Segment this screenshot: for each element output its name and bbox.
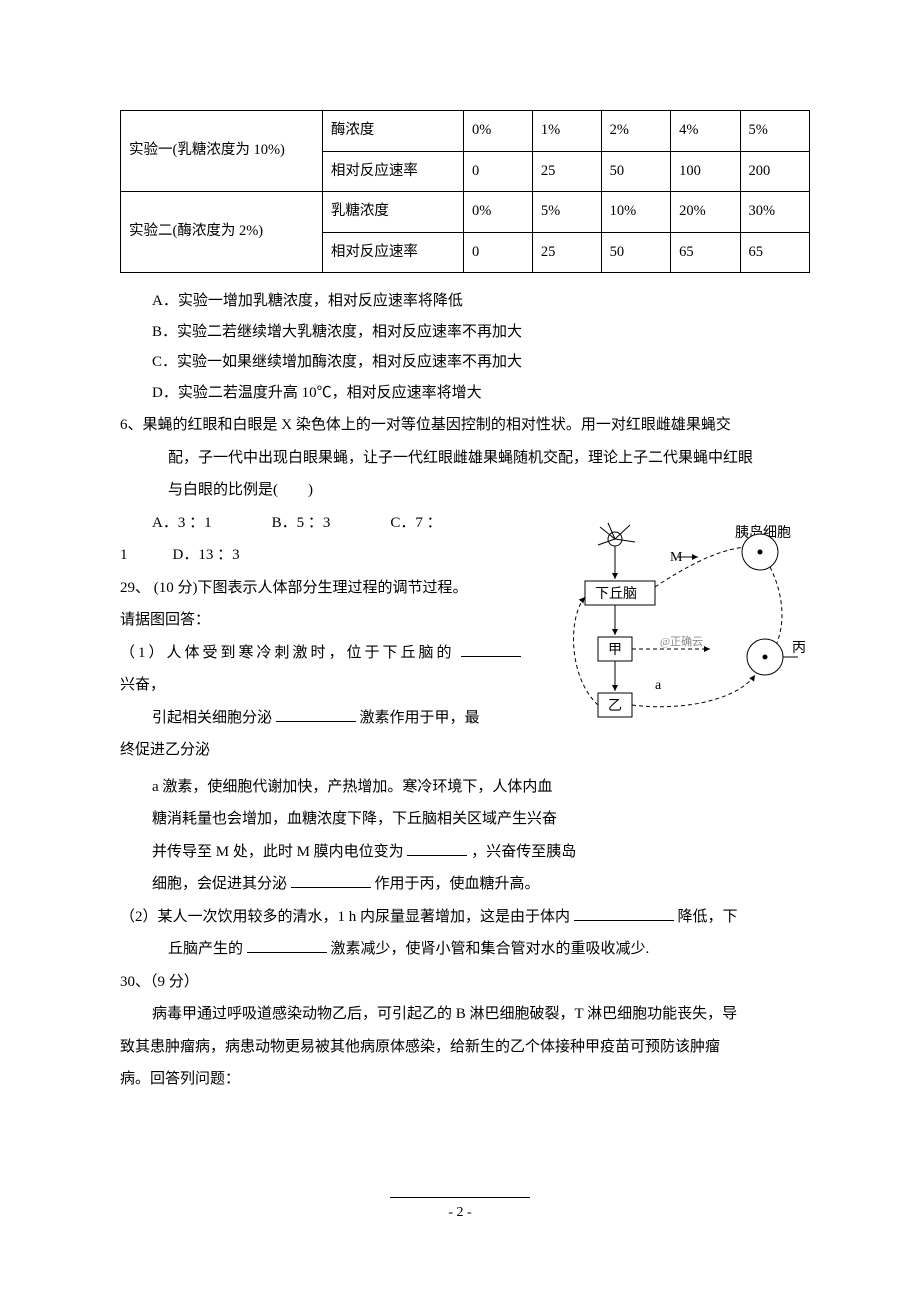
cell: 10% <box>601 192 670 233</box>
table-row: 实验二(酶浓度为 2%) 乳糖浓度 0% 5% 10% 20% 30% <box>121 192 810 233</box>
cell: 0 <box>464 151 533 192</box>
page-footer: - 2 - <box>0 1197 920 1227</box>
cell: 65 <box>671 232 740 273</box>
cell: 5% <box>740 111 810 152</box>
q29-5: 并传导至 M 处，此时 M 膜内电位变为 ，兴奋传至胰岛 <box>120 838 810 867</box>
q5-option-c: C．实验一如果继续增加酶浓度，相对反应速率不再加大 <box>120 348 810 377</box>
blank-field[interactable] <box>574 905 674 921</box>
page-number: - 2 - <box>448 1205 471 1220</box>
cell: 30% <box>740 192 810 233</box>
q6-stem-line2: 配，子一代中出现白眼果蝇，让子一代红眼雌雄果蝇随机交配，理论上子二代果蝇中红眼 <box>120 444 810 473</box>
neuron-icon <box>598 523 635 546</box>
q29-8: 丘脑产生的 激素减少，使肾小管和集合管对水的重吸收减少. <box>120 935 810 964</box>
label-yi: 乙 <box>608 698 622 714</box>
cell: 1% <box>532 111 601 152</box>
cell: 4% <box>671 111 740 152</box>
watermark-text: @正确云 <box>660 635 703 648</box>
q5-option-d: D．实验二若温度升高 10℃，相对反应速率将增大 <box>120 379 810 408</box>
table-row: 实验一(乳糖浓度为 10%) 酶浓度 0% 1% 2% 4% 5% <box>121 111 810 152</box>
label-a: a <box>655 678 662 693</box>
footer-rule <box>390 1197 530 1198</box>
q30-title: 30、（9 分） <box>120 968 810 997</box>
q30-p3: 病。回答列问题： <box>120 1065 810 1094</box>
q6-stem-line3: 与白眼的比例是( ) <box>120 476 810 505</box>
q5-option-b: B．实验二若继续增大乳糖浓度，相对反应速率不再加大 <box>120 318 810 347</box>
q30-p1: 病毒甲通过呼吸道感染动物乙后，可引起乙的 B 淋巴细胞破裂，T 淋巴细胞功能丧失… <box>120 1000 810 1029</box>
exp2-r1-label: 乳糖浓度 <box>322 192 463 233</box>
cell: 0% <box>464 192 533 233</box>
exp1-r2-label: 相对反应速率 <box>322 151 463 192</box>
exp1-r1-label: 酶浓度 <box>322 111 463 152</box>
q29-7: （2）某人一次饮用较多的清水，1 h 内尿量显著增加，这是由于体内 降低，下 <box>120 903 810 932</box>
exp2-label: 实验二(酶浓度为 2%) <box>121 192 323 273</box>
q29-8a: 丘脑产生的 <box>168 941 243 957</box>
cell: 2% <box>601 111 670 152</box>
blank-field[interactable] <box>276 706 356 722</box>
cell: 20% <box>671 192 740 233</box>
blank-field[interactable] <box>247 937 327 953</box>
exp1-label: 实验一(乳糖浓度为 10%) <box>121 111 323 192</box>
q29-3: a 激素，使细胞代谢加快，产热增加。寒冷环境下，人体内血 <box>120 773 810 802</box>
page: 实验一(乳糖浓度为 10%) 酶浓度 0% 1% 2% 4% 5% 相对反应速率… <box>0 0 920 1302</box>
label-bing: 丙 <box>792 641 806 656</box>
blank-field[interactable] <box>291 872 371 888</box>
cell: 200 <box>740 151 810 192</box>
q29-6b: 作用于丙，使血糖升高。 <box>375 876 540 892</box>
cell: 50 <box>601 151 670 192</box>
label-xiaqiu: 下丘脑 <box>595 586 637 602</box>
q6-stem-line1: 6、果蝇的红眼和白眼是 X 染色体上的一对等位基因控制的相对性状。用一对红眼雌雄… <box>120 411 810 440</box>
experiment-table: 实验一(乳糖浓度为 10%) 酶浓度 0% 1% 2% 4% 5% 相对反应速率… <box>120 110 810 273</box>
q29-8b: 激素减少，使肾小管和集合管对水的重吸收减少. <box>331 941 650 957</box>
exp2-r2-label: 相对反应速率 <box>322 232 463 273</box>
q29-4: 糖消耗量也会增加，血糖浓度下降，下丘脑相关区域产生兴奋 <box>120 805 810 834</box>
q29-2a: 引起相关细胞分泌 <box>152 710 272 726</box>
q29-5b: ，兴奋传至胰岛 <box>471 844 576 860</box>
q5-option-a: A．实验一增加乳糖浓度，相对反应速率将降低 <box>120 287 810 316</box>
q29-2b: 激素作用于甲，最 <box>360 710 480 726</box>
cell: 5% <box>532 192 601 233</box>
cell: 25 <box>532 151 601 192</box>
q29-1a-text: （1）人体受到寒冷刺激时，位于下丘脑的 <box>120 645 455 661</box>
cell: 0% <box>464 111 533 152</box>
blank-field[interactable] <box>461 641 521 657</box>
cell: 100 <box>671 151 740 192</box>
q29-5a: 并传导至 M 处，此时 M 膜内电位变为 <box>152 844 404 860</box>
cell: 25 <box>532 232 601 273</box>
cell: 65 <box>740 232 810 273</box>
q29-7b: 降低，下 <box>678 909 738 925</box>
physiology-diagram: 胰岛细胞 M 下丘脑 甲 @正确云 丙 <box>560 517 810 758</box>
q29-7a: （2）某人一次饮用较多的清水，1 h 内尿量显著增加，这是由于体内 <box>120 909 570 925</box>
q29-6a: 细胞，会促进其分泌 <box>152 876 287 892</box>
q29-6: 细胞，会促进其分泌 作用于丙，使血糖升高。 <box>120 870 810 899</box>
cell: 50 <box>601 232 670 273</box>
label-jia: 甲 <box>608 643 622 658</box>
cell: 0 <box>464 232 533 273</box>
blank-field[interactable] <box>407 840 467 856</box>
q30-p2: 致其患肿瘤病，病患动物更易被其他病原体感染，给新生的乙个体接种甲疫苗可预防该肿瘤 <box>120 1033 810 1062</box>
